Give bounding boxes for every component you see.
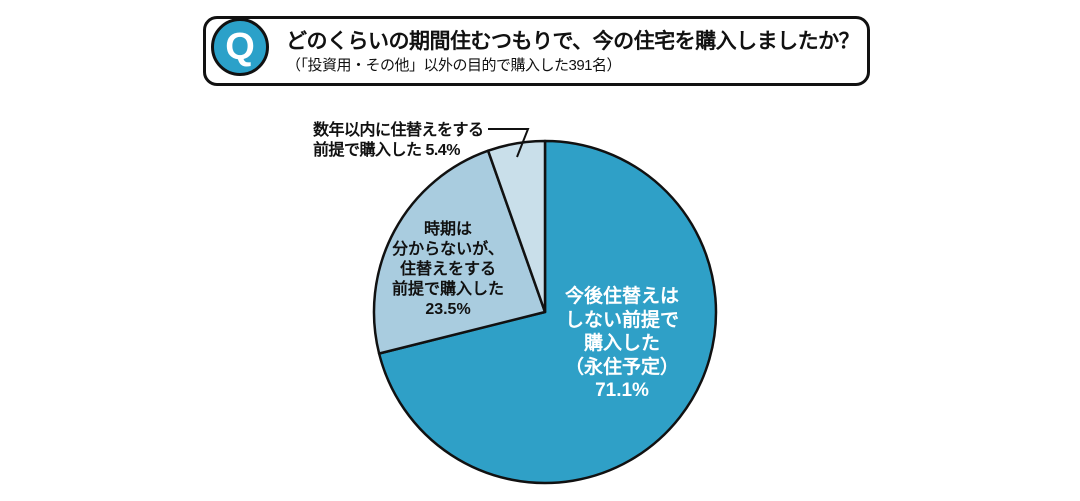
slice-label-mid: 時期は 分からないが、 住替えをする 前提で購入した 23.5% [391, 221, 504, 318]
pie-slice-2 [486, 139, 547, 314]
q-badge: Q [211, 18, 269, 76]
question-subtitle: （「投資用・その他」以外の目的で購入した391名） [286, 57, 622, 74]
callout-line [488, 128, 530, 158]
question-box [203, 16, 870, 86]
slice-label-main: 今後住替えは しない前提で 購入した （永住予定） 71.1% [564, 286, 679, 401]
pie-slice-0 [377, 139, 718, 485]
question-title: どのくらいの期間住むつもりで、今の住宅を購入しましたか？ [286, 30, 860, 53]
slice-label-callout: 数年以内に住替えをする 前提で購入した 5.4% [313, 122, 484, 159]
pie-slice-1 [372, 149, 547, 355]
q-badge-letter: Q [225, 25, 255, 68]
pie-wedges [372, 139, 718, 485]
